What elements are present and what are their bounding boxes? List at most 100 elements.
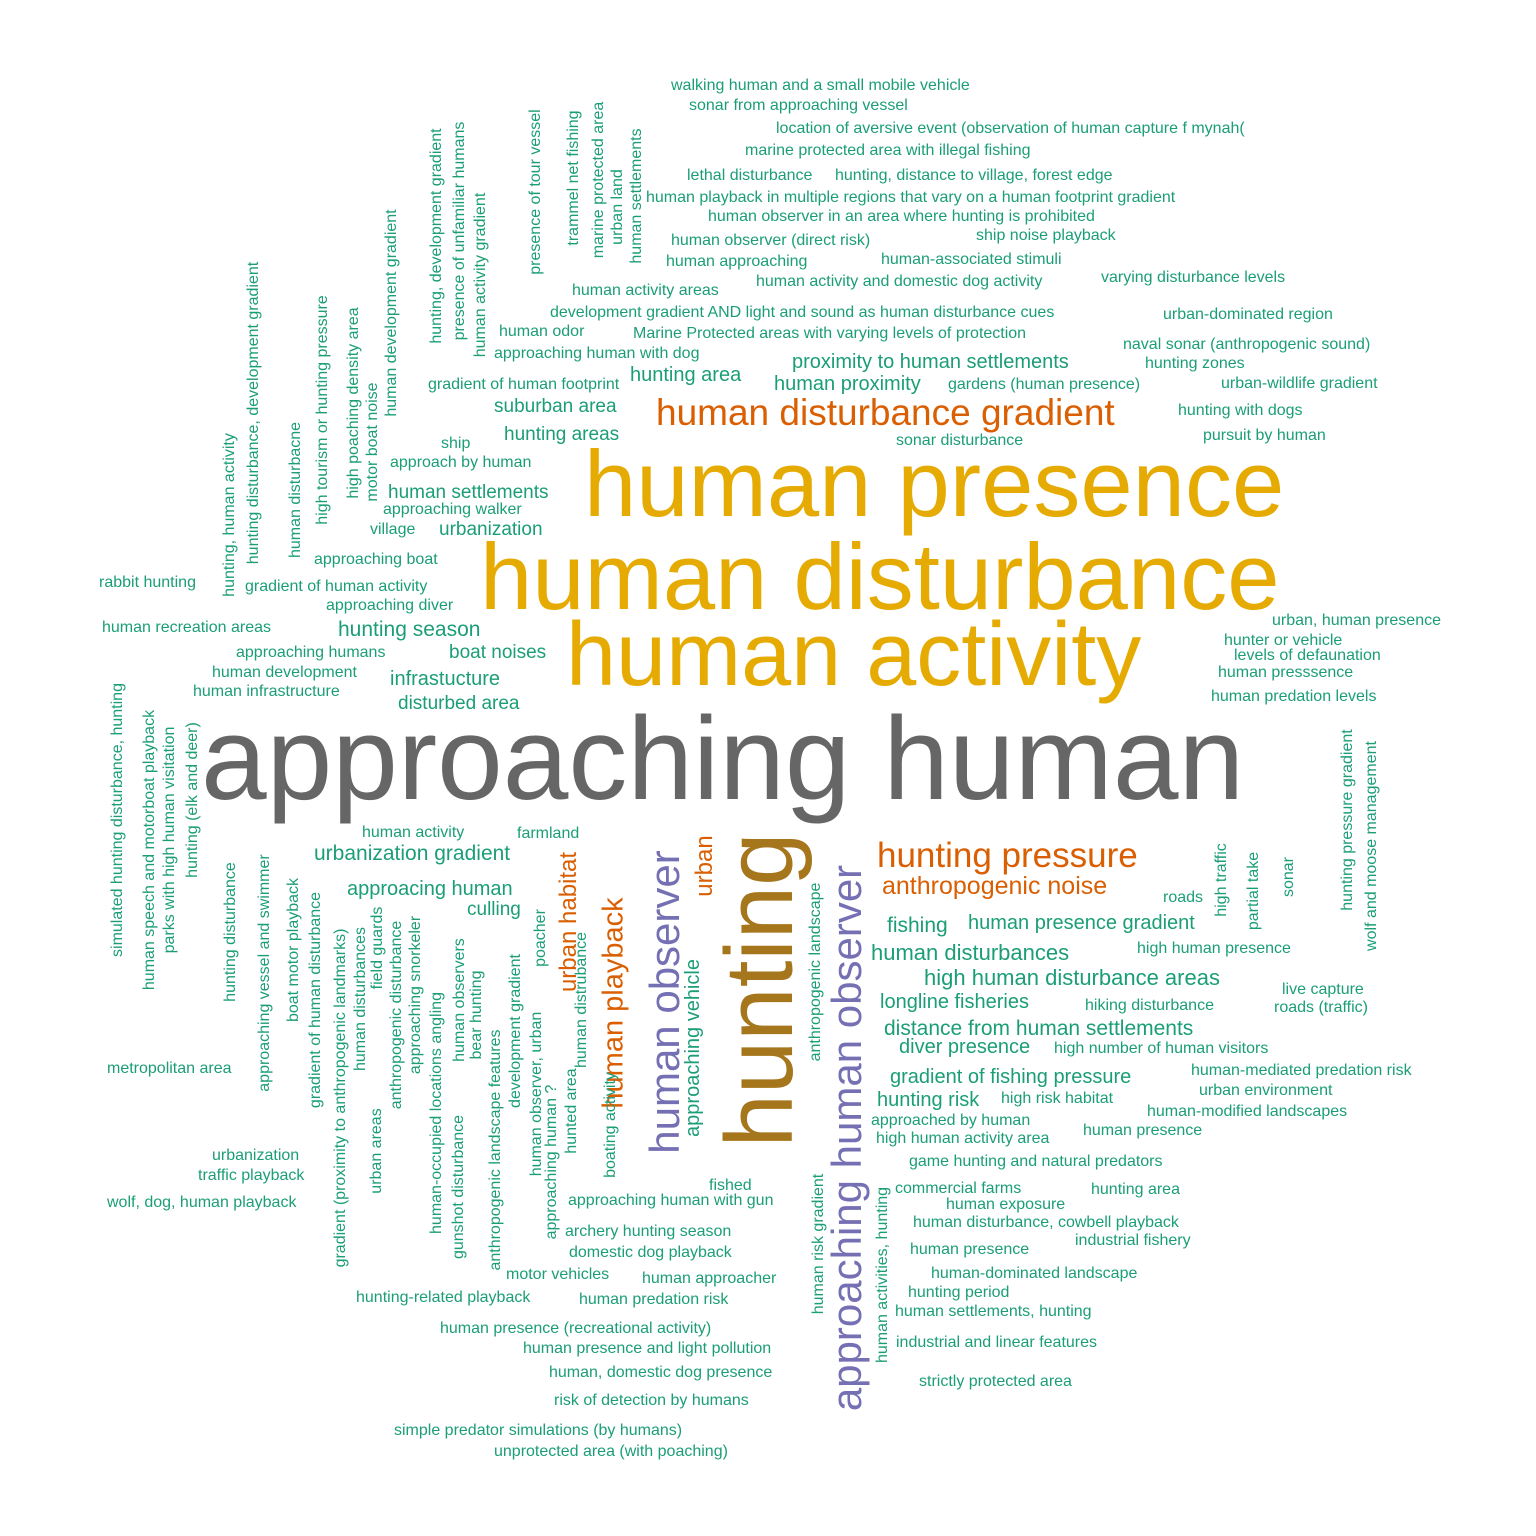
word: hunting, human activity: [221, 433, 238, 597]
word: rabbit hunting: [99, 574, 196, 591]
word: hunting season: [338, 618, 481, 641]
word: archery hunting season: [565, 1223, 732, 1240]
word: hunting areas: [504, 424, 620, 445]
word: village: [370, 521, 416, 538]
word: human observer in an area where hunting …: [708, 208, 1095, 225]
word: human activity and domestic dog activity: [756, 273, 1043, 290]
word: ship noise playback: [976, 227, 1116, 244]
word: unprotected area (with poaching): [494, 1443, 728, 1460]
word: hunting, distance to village, forest edg…: [835, 167, 1113, 184]
word: urban-wildlife gradient: [1221, 375, 1378, 392]
word: farmland: [517, 825, 580, 842]
word: longline fisheries: [880, 991, 1029, 1013]
word: roads: [1163, 889, 1204, 906]
word: high human activity area: [876, 1130, 1050, 1147]
word: approaching diver: [326, 597, 454, 614]
word: marine protected area: [590, 101, 607, 259]
word: boating activity: [602, 1072, 619, 1178]
word: gradient of fishing pressure: [890, 1066, 1132, 1088]
word: human presence gradient: [968, 912, 1195, 934]
word: high number of human visitors: [1054, 1040, 1269, 1057]
word: human presence (recreational activity): [440, 1320, 712, 1337]
word: presence of tour vessel: [527, 109, 544, 275]
word: human development gradient: [383, 209, 400, 417]
word: gradient of human footprint: [428, 376, 620, 393]
word: motor vehicles: [506, 1266, 610, 1283]
word: presence of unfamiliar humans: [451, 121, 468, 341]
word: development gradient AND light and sound…: [550, 304, 1055, 321]
word: urban areas: [368, 1108, 385, 1194]
word: Marine Protected areas with varying leve…: [633, 325, 1027, 342]
word: human activities, hunting: [874, 1186, 891, 1364]
word: commercial farms: [895, 1180, 1022, 1197]
word: approaching human ?: [543, 1084, 560, 1240]
word: culling: [467, 899, 521, 920]
word: hiking disturbance: [1085, 997, 1214, 1014]
word: urban environment: [1199, 1082, 1333, 1099]
word: sonar disturbance: [896, 432, 1024, 449]
word: gardens (human presence): [948, 376, 1141, 393]
word: human presence and light pollution: [523, 1340, 772, 1357]
word: urban, human presence: [1272, 612, 1441, 629]
word: approached by human: [871, 1112, 1031, 1129]
word: hunting disturbance: [222, 862, 239, 1002]
word: human presssence: [1218, 664, 1354, 681]
word: hunting zones: [1145, 355, 1245, 372]
word: anthropogenic noise: [882, 872, 1108, 900]
word: hunting with dogs: [1178, 402, 1303, 419]
word: urban-dominated region: [1163, 306, 1333, 323]
word: human exposure: [946, 1196, 1066, 1213]
word: ship: [441, 435, 471, 452]
word: human-mediated predation risk: [1191, 1062, 1412, 1079]
word: approaching humans: [236, 644, 386, 661]
word: game hunting and natural predators: [909, 1153, 1163, 1170]
word: human-occupied locations angling: [428, 992, 445, 1234]
word: high human disturbance areas: [924, 965, 1220, 990]
word: human approacher: [642, 1270, 777, 1287]
word: anthropogenic landscape features: [487, 1029, 504, 1271]
word: approaching walker: [383, 501, 522, 518]
word: human predation risk: [579, 1291, 729, 1308]
word: high human presence: [1137, 940, 1291, 957]
word: lethal disturbance: [687, 167, 813, 184]
word: human development: [212, 664, 357, 681]
word: human presence: [1083, 1122, 1203, 1139]
word: hunting pressure gradient: [1339, 729, 1356, 911]
word: traffic playback: [198, 1167, 305, 1184]
word: infrastucture: [390, 668, 501, 690]
word: hunting disturbance, development gradien…: [245, 261, 262, 565]
word: human infrastructure: [193, 683, 340, 700]
word: human recreation areas: [102, 619, 271, 636]
word: hunting area: [630, 364, 742, 386]
word: suburban area: [494, 396, 617, 417]
word: high traffic: [1213, 843, 1230, 917]
word: urbanization: [212, 1147, 300, 1164]
word: approaching human with dog: [494, 345, 700, 362]
word: proximity to human settlements: [792, 351, 1069, 373]
word: gradient of human disturbance: [307, 891, 324, 1109]
word: disturbed area: [398, 693, 520, 714]
word: approaching vessel and swimmer: [256, 854, 273, 1092]
word: approaching human observer: [823, 864, 870, 1412]
word: boat motor playback: [285, 877, 302, 1023]
word: human presence: [910, 1241, 1030, 1258]
word: human activity areas: [572, 282, 719, 299]
word: location of aversive event (observation …: [776, 120, 1245, 137]
word: live capture: [1282, 981, 1364, 998]
word: human presence: [584, 431, 1285, 536]
word: motor boat noise: [364, 382, 381, 502]
word: human settlements, hunting: [895, 1303, 1092, 1320]
word: diver presence: [899, 1036, 1031, 1058]
word: human-modified landscapes: [1147, 1103, 1348, 1120]
word: boat noises: [449, 642, 547, 663]
word: industrial fishery: [1075, 1232, 1191, 1249]
word: gunshot disturbance: [450, 1114, 467, 1260]
word: human disturbance: [480, 524, 1280, 629]
word: hunting: [706, 832, 813, 1148]
word: gradient (proximity to anthropogenic lan…: [332, 928, 349, 1268]
word: human disturbances: [871, 940, 1070, 965]
word: human proximity: [774, 373, 921, 395]
word: hunted area: [563, 1068, 580, 1154]
word: bear hunting: [468, 970, 485, 1060]
word: simulated hunting disturbance, hunting: [109, 683, 126, 957]
